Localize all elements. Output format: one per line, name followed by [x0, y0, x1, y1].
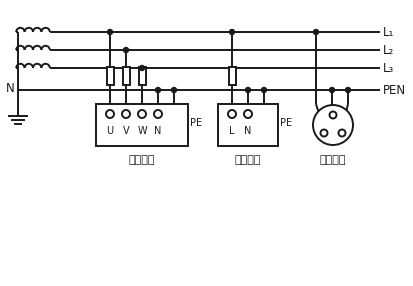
Text: U: U [107, 126, 114, 136]
Text: V: V [123, 126, 129, 136]
Circle shape [261, 88, 266, 92]
Text: PEN: PEN [383, 84, 406, 96]
Text: 单相插座: 单相插座 [320, 155, 346, 165]
Circle shape [140, 65, 145, 71]
Circle shape [244, 110, 252, 118]
Bar [123, 67, 130, 85]
Circle shape [313, 105, 353, 145]
Circle shape [138, 110, 146, 118]
Circle shape [245, 88, 251, 92]
Bar [138, 67, 145, 85]
Circle shape [320, 130, 328, 136]
Bar [228, 67, 235, 85]
Text: PE: PE [280, 118, 292, 128]
Bar [218, 104, 278, 146]
Bar [96, 104, 188, 146]
Text: N: N [6, 82, 15, 94]
Circle shape [107, 29, 112, 35]
Text: L₂: L₂ [383, 43, 394, 57]
Text: L: L [229, 126, 235, 136]
Text: 单相设备: 单相设备 [235, 155, 261, 165]
Circle shape [106, 110, 114, 118]
Bar [107, 67, 114, 85]
Text: L₁: L₁ [383, 25, 394, 39]
Circle shape [330, 112, 337, 118]
Circle shape [230, 29, 235, 35]
Circle shape [330, 88, 335, 92]
Circle shape [346, 88, 351, 92]
Text: L₃: L₃ [383, 61, 394, 74]
Circle shape [123, 47, 128, 53]
Circle shape [228, 110, 236, 118]
Circle shape [154, 110, 162, 118]
Text: 三相设备: 三相设备 [129, 155, 155, 165]
Circle shape [156, 88, 161, 92]
Text: N: N [244, 126, 252, 136]
Text: W: W [137, 126, 147, 136]
Circle shape [122, 110, 130, 118]
Circle shape [313, 29, 318, 35]
Circle shape [171, 88, 176, 92]
Text: N: N [154, 126, 161, 136]
Text: PE: PE [190, 118, 202, 128]
Circle shape [339, 130, 346, 136]
